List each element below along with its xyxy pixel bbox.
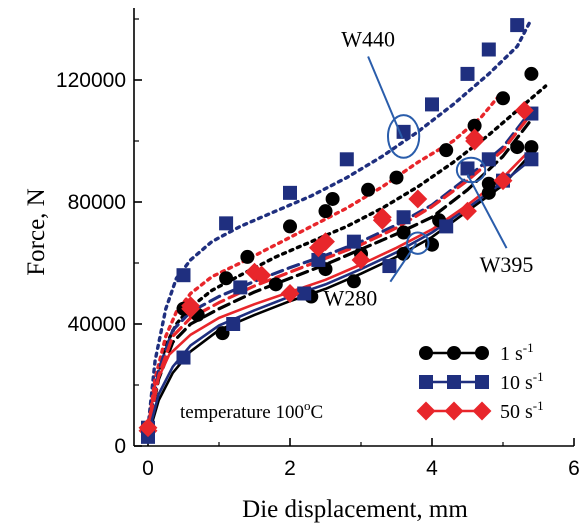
annotation-pointer-w280 xyxy=(389,242,418,283)
legend-label-1: 10 s-1 xyxy=(500,369,544,394)
data-marker-w440-10 xyxy=(460,66,475,81)
data-marker-w280-1 xyxy=(481,185,496,200)
data-marker-w395-1 xyxy=(396,225,411,240)
legend-marker-0 xyxy=(419,346,433,360)
series-line-w440-50 xyxy=(146,93,502,433)
y-tick-label: 80000 xyxy=(68,191,126,214)
data-marker-w440-1 xyxy=(240,249,255,264)
data-marker-w440-1 xyxy=(496,91,510,106)
legend-marker-0 xyxy=(447,346,461,360)
data-marker-w440-1 xyxy=(219,271,234,286)
annotation-label-w440: W440 xyxy=(341,26,395,51)
legend-marker-2 xyxy=(444,401,464,421)
legend-label-2: 50 s-1 xyxy=(500,398,544,423)
y-tick-label: 0 xyxy=(114,435,126,458)
series-line-w395-50 xyxy=(146,111,534,436)
data-marker-w395-50 xyxy=(465,131,485,151)
data-marker-w280-50 xyxy=(493,171,513,191)
data-marker-w280-10 xyxy=(524,152,539,167)
y-axis-label: Force, N xyxy=(23,188,50,275)
data-marker-w395-50 xyxy=(514,101,534,120)
data-marker-w440-1 xyxy=(389,170,404,185)
plot-frame: 0 2 4 6 0 40000 80000 120000 xyxy=(56,8,580,480)
annotation-label-w280: W280 xyxy=(323,286,377,311)
series-line-w440-10 xyxy=(146,17,534,430)
legend-marker-1 xyxy=(447,375,461,389)
annotation-label-w395: W395 xyxy=(480,252,534,277)
data-marker-w440-10 xyxy=(481,42,496,57)
x-tick-label: 4 xyxy=(426,457,438,480)
data-marker-w440-10 xyxy=(510,18,525,33)
annotation-pointer-w440 xyxy=(367,56,404,139)
annotation-layer: W440 W395 W280 xyxy=(323,26,533,310)
data-marker-w440-1 xyxy=(361,182,376,197)
legend-marker-2 xyxy=(416,401,436,421)
legend-marker-1 xyxy=(475,375,489,389)
data-marker-w280-50 xyxy=(458,201,477,221)
data-marker-w440-1 xyxy=(325,191,340,206)
temperature-label: temperature 100oC xyxy=(180,398,323,423)
data-marker-w280-10 xyxy=(176,350,191,365)
data-marker-w280-10 xyxy=(439,219,454,234)
data-marker-w280-50 xyxy=(252,265,272,285)
x-axis-label: Die displacement, mm xyxy=(242,496,468,523)
data-marker-w395-10 xyxy=(396,210,411,225)
data-marker-w395-10 xyxy=(233,280,248,295)
series-line-w395-1 xyxy=(146,117,534,436)
annotation-ellipse-w440 xyxy=(386,114,421,159)
data-marker-w440-10 xyxy=(176,268,191,283)
data-marker-w395-50 xyxy=(372,210,392,230)
x-tick-label: 6 xyxy=(568,457,580,480)
data-marker-w440-1 xyxy=(524,66,539,81)
data-marker-w395-10 xyxy=(460,161,475,176)
legend: 1 s-1 10 s-1 50 s-1 xyxy=(416,340,544,423)
data-marker-w395-50 xyxy=(308,238,328,258)
data-marker-w280-1 xyxy=(346,274,361,289)
data-marker-w280-1 xyxy=(215,326,230,341)
data-marker-w280-10 xyxy=(382,259,397,274)
data-marker-w280-50 xyxy=(280,284,300,303)
data-marker-w440-1 xyxy=(439,143,454,158)
data-marker-w280-50 xyxy=(351,250,371,270)
legend-label-0: 1 s-1 xyxy=(500,340,534,365)
x-tick-label: 0 xyxy=(142,457,154,480)
data-marker-w395-50 xyxy=(181,299,201,319)
series-line-w395-10 xyxy=(146,108,534,434)
data-marker-w395-10 xyxy=(481,152,496,167)
marker-layer xyxy=(138,18,539,444)
data-marker-w280-10 xyxy=(297,286,312,301)
data-marker-w280-10 xyxy=(226,317,241,331)
data-marker-w395-10 xyxy=(311,252,326,267)
series-layer xyxy=(146,17,548,439)
data-marker-w440-10 xyxy=(339,152,354,167)
data-marker-w440-1 xyxy=(467,118,482,133)
data-marker-w440-1 xyxy=(283,219,297,234)
data-marker-w395-1 xyxy=(510,140,525,155)
data-marker-w440-10 xyxy=(283,185,297,200)
data-marker-w395-1 xyxy=(268,277,283,292)
data-marker-w280-1 xyxy=(524,140,539,155)
legend-marker-1 xyxy=(419,375,433,389)
data-marker-w280-50 xyxy=(138,418,158,438)
data-marker-w440-1 xyxy=(318,204,333,219)
annotation-ellipse-w280 xyxy=(406,231,430,255)
data-marker-w440-10 xyxy=(425,97,439,112)
legend-marker-0 xyxy=(475,346,489,360)
data-marker-w395-50 xyxy=(408,189,428,209)
y-tick-label: 120000 xyxy=(56,69,126,92)
data-marker-w440-10 xyxy=(219,216,234,231)
legend-marker-2 xyxy=(472,401,492,421)
x-tick-label: 2 xyxy=(284,457,296,480)
annotation-pointer-w395 xyxy=(466,174,508,249)
data-marker-w395-10 xyxy=(346,234,361,249)
y-tick-label: 40000 xyxy=(68,313,126,336)
